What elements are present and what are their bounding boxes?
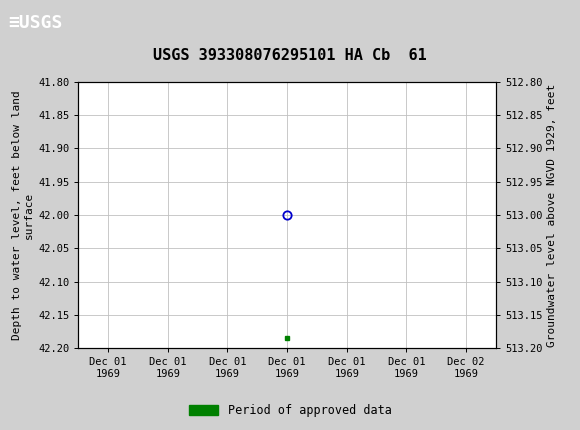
Legend: Period of approved data: Period of approved data	[184, 399, 396, 422]
Y-axis label: Groundwater level above NGVD 1929, feet: Groundwater level above NGVD 1929, feet	[546, 83, 557, 347]
Y-axis label: Depth to water level, feet below land
surface: Depth to water level, feet below land su…	[12, 90, 34, 340]
Text: ≡USGS: ≡USGS	[9, 14, 63, 31]
Text: USGS 393308076295101 HA Cb  61: USGS 393308076295101 HA Cb 61	[153, 49, 427, 63]
